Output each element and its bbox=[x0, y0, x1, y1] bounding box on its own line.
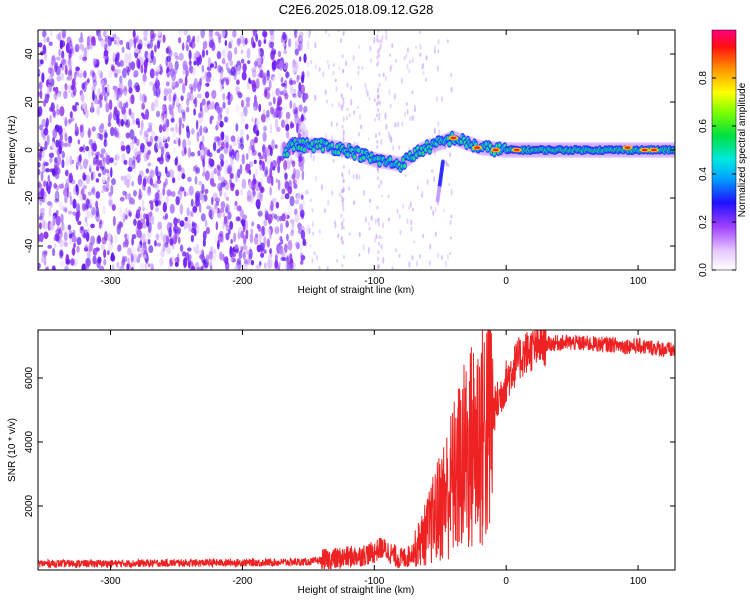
spectrogram-x-axis-label: Height of straight line (km) bbox=[298, 285, 415, 296]
snr-x-tick-label: -100 bbox=[364, 576, 384, 587]
spectrogram-y-ticks: -40 -20 0 20 40 bbox=[24, 48, 675, 253]
colorbar-tick-label: 0.6 bbox=[698, 119, 709, 133]
colorbar-ticks: 0.0 0.2 0.4 0.6 0.8 bbox=[698, 71, 736, 277]
snr-x-tick-label: -200 bbox=[232, 576, 252, 587]
colorbar-tick-label: 0.8 bbox=[698, 71, 709, 85]
colorbar: 0.0 0.2 0.4 0.6 0.8 Normalized spectral ampl… bbox=[698, 29, 748, 277]
colorbar-gradient bbox=[711, 29, 737, 271]
spectrogram-noise-field bbox=[38, 30, 453, 270]
snr-y-tick-label: 6000 bbox=[24, 366, 35, 389]
snr-y-tick-label: 4000 bbox=[24, 430, 35, 453]
colorbar-tick-label: 0.0 bbox=[698, 263, 709, 277]
spectrogram-x-tick-label: 0 bbox=[503, 276, 509, 287]
snr-y-tick-label: 2000 bbox=[24, 494, 35, 517]
snr-y-axis-label: SNR (10 * v/v) bbox=[7, 418, 18, 482]
spectrogram-y-tick-label: 20 bbox=[24, 96, 35, 108]
snr-x-tick-label: 100 bbox=[630, 576, 647, 587]
snr-panel: -300 -200 -100 0 100 2000 4000 6000 Height of … bbox=[7, 329, 676, 596]
spectrogram-x-ticks: -300 -200 -100 0 100 bbox=[101, 30, 647, 287]
colorbar-tick-label: 0.4 bbox=[698, 167, 709, 181]
snr-series-line bbox=[38, 330, 675, 570]
colorbar-tick-label: 0.2 bbox=[698, 215, 709, 229]
spectrogram-x-tick-label: -300 bbox=[101, 276, 121, 287]
spectrogram-y-tick-label: -20 bbox=[24, 190, 35, 205]
spectrogram-y-tick-label: 40 bbox=[24, 48, 35, 60]
spectrogram-x-tick-label: -200 bbox=[232, 276, 252, 287]
snr-frame bbox=[37, 329, 676, 571]
snr-x-ticks: -300 -200 -100 0 100 bbox=[101, 330, 647, 587]
spectrogram-x-tick-label: 100 bbox=[630, 276, 647, 287]
snr-background bbox=[38, 330, 675, 570]
colorbar-label: Normalized spectral amplitude bbox=[737, 82, 748, 217]
snr-x-tick-label: 0 bbox=[503, 576, 509, 587]
spectrogram-y-tick-label: -40 bbox=[24, 238, 35, 253]
snr-x-tick-label: -300 bbox=[101, 576, 121, 587]
chart-title: C2E6.2025.018.09.12.G28 bbox=[279, 2, 434, 17]
spectrogram-y-tick-label: 0 bbox=[24, 147, 35, 153]
spectrogram-y-axis-label: Frequency (Hz) bbox=[7, 116, 18, 185]
spectrogram-x-tick-label: -100 bbox=[364, 276, 384, 287]
spectrogram-ridge bbox=[279, 130, 675, 203]
snr-x-axis-label: Height of straight line (km) bbox=[298, 585, 415, 596]
snr-y-ticks: 2000 4000 6000 bbox=[24, 366, 675, 517]
